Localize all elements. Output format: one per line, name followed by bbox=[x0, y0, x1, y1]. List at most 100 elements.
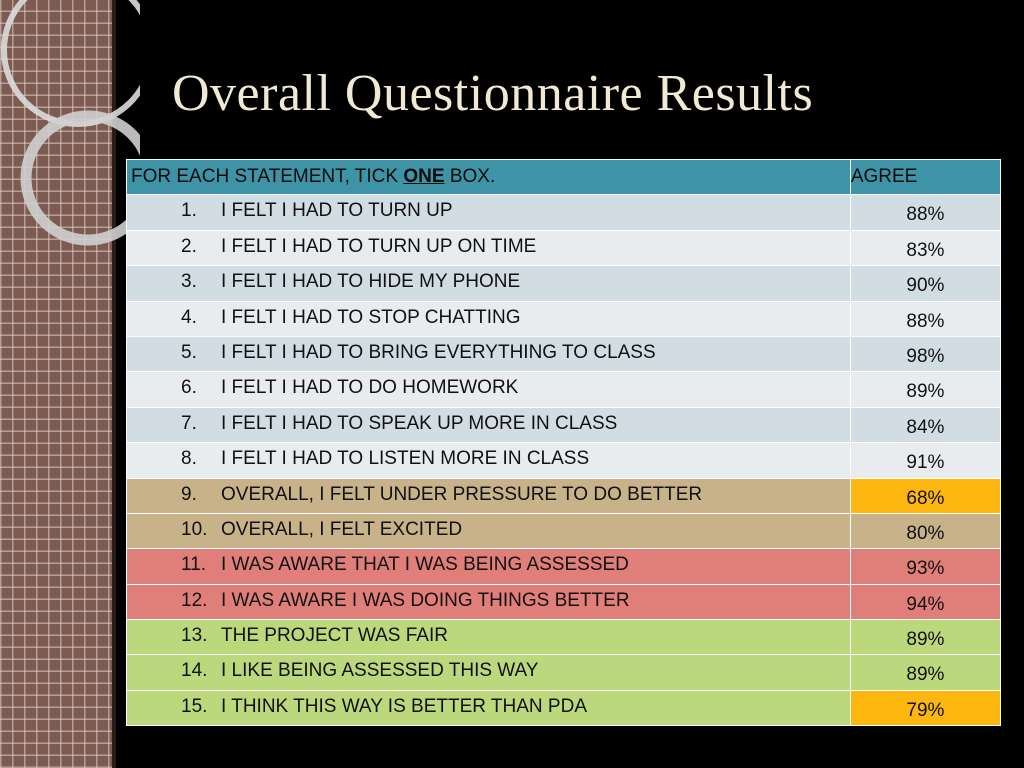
table-row: 5. I FELT I HAD TO BRING EVERYTHING TO CL… bbox=[126, 335, 1002, 373]
questionnaire-results-table: FOR EACH STATEMENT, TICK ONE BOX. AGREE … bbox=[126, 158, 1002, 727]
statement-cell: 5. I FELT I HAD TO BRING EVERYTHING TO CL… bbox=[126, 335, 851, 373]
agree-percentage: 83% bbox=[906, 239, 945, 261]
agree-percentage-cell: 79% bbox=[849, 689, 1002, 727]
statement-number: 7. bbox=[181, 412, 197, 434]
table-row: 6. I FELT I HAD TO DO HOMEWORK 89% bbox=[126, 371, 1002, 408]
agree-percentage-cell: 83% bbox=[849, 229, 1002, 267]
statement-text: I WAS AWARE THAT I WAS BEING ASSESSED bbox=[221, 554, 629, 576]
table-row: 11. I WAS AWARE THAT I WAS BEING ASSESSED… bbox=[126, 548, 1002, 585]
agree-percentage: 68% bbox=[906, 487, 945, 509]
statement-text: THE PROJECT WAS FAIR bbox=[221, 625, 448, 647]
statement-cell: 2. I FELT I HAD TO TURN UP ON TIME bbox=[126, 229, 851, 267]
statement-text: I FELT I HAD TO TURN UP ON TIME bbox=[221, 235, 537, 257]
table-row: 1. I FELT I HAD TO TURN UP 88% bbox=[126, 194, 1002, 231]
agree-percentage-cell: 84% bbox=[849, 406, 1002, 444]
statement-cell: 4. I FELT I HAD TO STOP CHATTING bbox=[126, 300, 851, 337]
agree-percentage: 89% bbox=[906, 664, 945, 686]
statement-cell: 14. I LIKE BEING ASSESSED THIS WAY bbox=[126, 654, 851, 691]
agree-percentage-cell: 91% bbox=[849, 442, 1002, 479]
decorative-circles bbox=[1, 0, 140, 246]
statement-cell: 15. I THINK THIS WAY IS BETTER THAN PDA bbox=[126, 689, 851, 727]
statement-text: I FELT I HAD TO STOP CHATTING bbox=[221, 306, 521, 328]
statement-text: I FELT I HAD TO LISTEN MORE IN CLASS bbox=[221, 448, 590, 470]
statement-text: I FELT I HAD TO SPEAK UP MORE IN CLASS bbox=[221, 412, 618, 434]
agree-percentage: 98% bbox=[906, 345, 945, 367]
statement-text: I LIKE BEING ASSESSED THIS WAY bbox=[221, 660, 539, 682]
slide-title: Overall Questionnaire Results bbox=[172, 65, 814, 122]
table-row: 13. THE PROJECT WAS FAIR 89% bbox=[126, 619, 1002, 656]
deco-circle-large bbox=[1, 0, 140, 127]
statement-cell: 6. I FELT I HAD TO DO HOMEWORK bbox=[126, 371, 851, 408]
table-row: 8. I FELT I HAD TO LISTEN MORE IN CLASS 91… bbox=[126, 442, 1002, 479]
agree-percentage: 90% bbox=[906, 275, 945, 297]
agree-percentage: 94% bbox=[906, 593, 945, 615]
table-row: 2. I FELT I HAD TO TURN UP ON TIME 83% bbox=[126, 229, 1002, 267]
statement-text: I THINK THIS WAY IS BETTER THAN PDA bbox=[221, 695, 587, 717]
statement-number: 15. bbox=[181, 695, 208, 717]
agree-percentage: 89% bbox=[906, 381, 945, 403]
header-statement-suffix: BOX. bbox=[444, 166, 496, 188]
side-strip-edge bbox=[112, 0, 116, 768]
header-statement-prefix: FOR EACH STATEMENT, TICK bbox=[131, 166, 404, 188]
agree-percentage: 79% bbox=[906, 699, 945, 721]
statement-number: 8. bbox=[181, 448, 197, 470]
header-statement-emphasis: ONE bbox=[403, 166, 445, 188]
table-row: 3. I FELT I HAD TO HIDE MY PHONE 90% bbox=[126, 265, 1002, 302]
statement-number: 4. bbox=[181, 306, 197, 328]
statement-cell: 12. I WAS AWARE I WAS DOING THINGS BETTER bbox=[126, 583, 851, 621]
table-row: 10. OVERALL, I FELT EXCITED 80% bbox=[126, 512, 1002, 550]
statement-number: 12. bbox=[181, 589, 208, 611]
agree-percentage: 93% bbox=[906, 558, 945, 580]
table-row: 12. I WAS AWARE I WAS DOING THINGS BETTER… bbox=[126, 583, 1002, 621]
agree-percentage: 91% bbox=[906, 452, 945, 474]
agree-percentage-cell: 89% bbox=[849, 654, 1002, 691]
statement-cell: 10. OVERALL, I FELT EXCITED bbox=[126, 512, 851, 550]
statement-cell: 1. I FELT I HAD TO TURN UP bbox=[126, 194, 851, 231]
statement-number: 9. bbox=[181, 483, 197, 505]
agree-percentage-cell: 98% bbox=[849, 335, 1002, 373]
agree-percentage-cell: 89% bbox=[849, 619, 1002, 656]
statement-cell: 8. I FELT I HAD TO LISTEN MORE IN CLASS bbox=[126, 442, 851, 479]
statement-number: 13. bbox=[181, 625, 208, 647]
agree-percentage: 89% bbox=[906, 629, 945, 651]
statement-number: 11. bbox=[181, 554, 207, 576]
statement-cell: 3. I FELT I HAD TO HIDE MY PHONE bbox=[126, 265, 851, 302]
table-row: 15. I THINK THIS WAY IS BETTER THAN PDA 79… bbox=[126, 689, 1002, 727]
agree-percentage-cell: 88% bbox=[849, 194, 1002, 231]
agree-percentage: 84% bbox=[906, 416, 945, 438]
agree-percentage-cell: 80% bbox=[849, 512, 1002, 550]
statement-number: 1. bbox=[181, 200, 197, 222]
agree-percentage-cell: 68% bbox=[849, 477, 1002, 514]
table-row: 7. I FELT I HAD TO SPEAK UP MORE IN CLASS… bbox=[126, 406, 1002, 444]
table-header-row: FOR EACH STATEMENT, TICK ONE BOX. AGREE bbox=[126, 158, 1002, 196]
statement-cell: 13. THE PROJECT WAS FAIR bbox=[126, 619, 851, 656]
statement-cell: 9. OVERALL, I FELT UNDER PRESSURE TO DO B… bbox=[126, 477, 851, 514]
statement-number: 14. bbox=[181, 660, 208, 682]
agree-percentage-cell: 89% bbox=[849, 371, 1002, 408]
agree-percentage: 80% bbox=[906, 522, 945, 544]
statement-number: 3. bbox=[181, 271, 197, 293]
agree-percentage: 88% bbox=[906, 310, 945, 332]
statement-number: 10. bbox=[181, 518, 208, 540]
statement-text: OVERALL, I FELT EXCITED bbox=[221, 518, 463, 540]
statement-number: 6. bbox=[181, 377, 197, 399]
statement-cell: 11. I WAS AWARE THAT I WAS BEING ASSESSED bbox=[126, 548, 851, 585]
statement-text: I FELT I HAD TO TURN UP bbox=[221, 200, 453, 222]
deco-circle-small bbox=[20, 110, 140, 246]
table-row: 14. I LIKE BEING ASSESSED THIS WAY 89% bbox=[126, 654, 1002, 691]
statement-number: 5. bbox=[181, 341, 197, 363]
agree-percentage-cell: 94% bbox=[849, 583, 1002, 621]
agree-percentage-cell: 93% bbox=[849, 548, 1002, 585]
statement-cell: 7. I FELT I HAD TO SPEAK UP MORE IN CLASS bbox=[126, 406, 851, 444]
statement-number: 2. bbox=[181, 235, 197, 257]
agree-percentage-cell: 88% bbox=[849, 300, 1002, 337]
statement-text: I FELT I HAD TO HIDE MY PHONE bbox=[221, 271, 521, 293]
header-statement-cell: FOR EACH STATEMENT, TICK ONE BOX. bbox=[126, 158, 851, 196]
table-row: 9. OVERALL, I FELT UNDER PRESSURE TO DO B… bbox=[126, 477, 1002, 514]
agree-percentage-cell: 90% bbox=[849, 265, 1002, 302]
statement-text: OVERALL, I FELT UNDER PRESSURE TO DO BET… bbox=[221, 483, 703, 505]
statement-text: I WAS AWARE I WAS DOING THINGS BETTER bbox=[221, 589, 630, 611]
table-row: 4. I FELT I HAD TO STOP CHATTING 88% bbox=[126, 300, 1002, 337]
header-agree-cell: AGREE bbox=[849, 158, 1002, 196]
statement-text: I FELT I HAD TO BRING EVERYTHING TO CLAS… bbox=[221, 341, 656, 363]
